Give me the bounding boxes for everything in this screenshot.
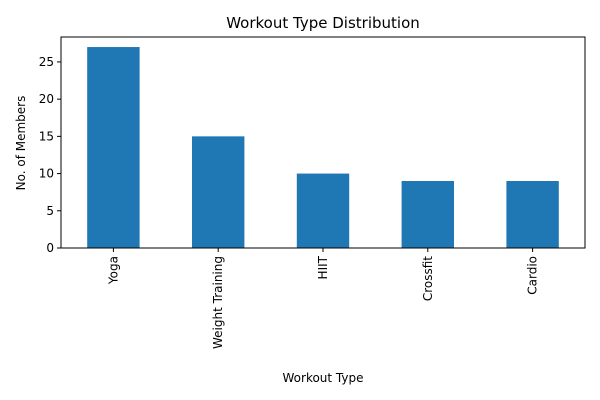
bar-yoga [87,47,140,248]
x-tick-label: HIIT [316,255,330,279]
bar-weight-training [192,136,245,248]
y-tick-label: 10 [39,167,54,181]
x-tick-label: Weight Training [211,256,225,349]
y-tick-label: 15 [39,129,54,143]
plot-area: 0 5 10 15 20 25 Yoga Weight Training HIIT Crossfi… [39,36,586,349]
y-tick-label: 0 [46,241,54,255]
bar-crossfit [401,181,454,248]
bar-hiit [296,173,350,248]
y-tick-label: 25 [39,55,54,69]
bar-cardio [506,181,559,248]
x-tick-label: Yoga [106,256,120,285]
y-axis-label: No. of Members [14,96,28,191]
y-tick-label: 5 [46,204,54,218]
chart-title: Workout Type Distribution [226,14,420,32]
x-axis-label: Workout Type [283,371,364,385]
x-tick-label: Crossfit [421,256,435,301]
x-tick-label: Cardio [526,256,540,295]
y-tick-label: 20 [39,92,54,106]
